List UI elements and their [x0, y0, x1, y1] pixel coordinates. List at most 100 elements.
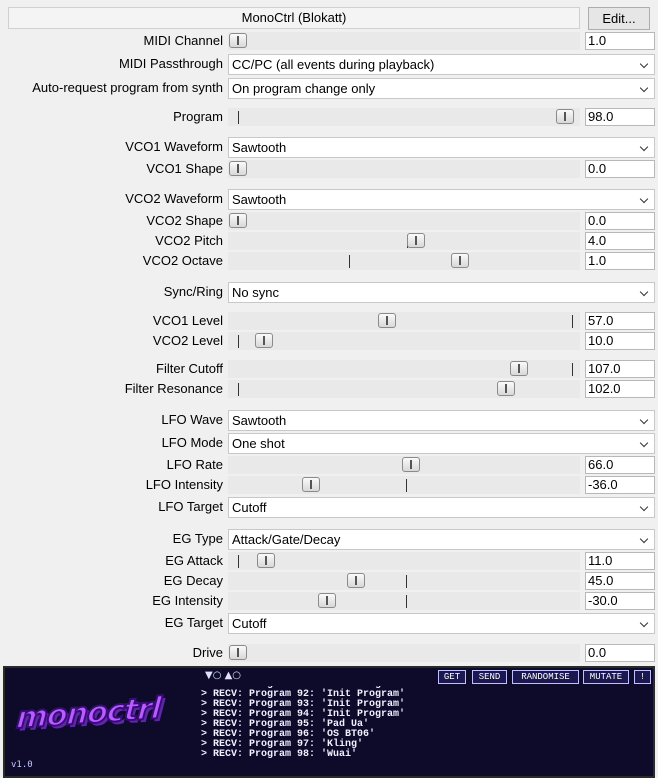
- value-field[interactable]: 45.0: [585, 572, 655, 590]
- gui-button[interactable]: RANDOMISE: [512, 670, 579, 684]
- log-line: > RECV: Program 93: 'Init Program': [201, 699, 406, 710]
- param-label: EG Attack: [165, 553, 223, 568]
- slider[interactable]: [228, 160, 580, 178]
- param-label: VCO2 Waveform: [125, 191, 223, 206]
- slider[interactable]: [228, 644, 580, 662]
- value-field[interactable]: 107.0: [585, 360, 655, 378]
- value-field[interactable]: -36.0: [585, 476, 655, 494]
- gui-button[interactable]: SEND: [472, 670, 507, 684]
- slider[interactable]: [228, 476, 580, 494]
- dropdown[interactable]: Sawtooth: [228, 137, 655, 158]
- value-field[interactable]: 102.0: [585, 380, 655, 398]
- param-label: Auto-request program from synth: [32, 80, 223, 95]
- dropdown[interactable]: CC/PC (all events during playback): [228, 54, 655, 75]
- slider-thumb[interactable]: [318, 593, 336, 608]
- dropdown[interactable]: Cutoff: [228, 497, 655, 518]
- log: > RECV: Program 91: 'Init Program'> RECV…: [201, 686, 651, 768]
- value-field[interactable]: 10.0: [585, 332, 655, 350]
- dropdown[interactable]: One shot: [228, 433, 655, 454]
- param-label: LFO Mode: [161, 435, 223, 450]
- dropdown[interactable]: On program change only: [228, 78, 655, 99]
- default-marker: [406, 575, 407, 588]
- value-field[interactable]: 1.0: [585, 252, 655, 270]
- value-field[interactable]: 66.0: [585, 456, 655, 474]
- gui-button[interactable]: MUTATE: [583, 670, 629, 684]
- default-marker: [406, 479, 407, 492]
- default-marker: [238, 335, 239, 348]
- slider[interactable]: [228, 380, 580, 398]
- value-field[interactable]: 11.0: [585, 552, 655, 570]
- slider-thumb[interactable]: [229, 213, 247, 228]
- value-field[interactable]: 0.0: [585, 644, 655, 662]
- param-label: EG Decay: [163, 573, 223, 588]
- slider-thumb[interactable]: [229, 33, 247, 48]
- dropdown[interactable]: Sawtooth: [228, 189, 655, 210]
- version: v1.0: [11, 760, 33, 770]
- slider[interactable]: [228, 108, 580, 126]
- value-field[interactable]: -30.0: [585, 592, 655, 610]
- gui-button[interactable]: !: [634, 670, 651, 684]
- slider-thumb[interactable]: [402, 457, 420, 472]
- slider[interactable]: [228, 212, 580, 230]
- param-label: VCO2 Shape: [146, 213, 223, 228]
- value-field[interactable]: 98.0: [585, 108, 655, 126]
- param-label: Drive: [192, 645, 223, 660]
- gui-button[interactable]: GET: [438, 670, 466, 684]
- slider-thumb[interactable]: [556, 109, 574, 124]
- dropdown[interactable]: No sync: [228, 282, 655, 303]
- slider[interactable]: [228, 232, 580, 250]
- dropdown[interactable]: Sawtooth: [228, 410, 655, 431]
- slider-thumb[interactable]: [229, 161, 247, 176]
- slider-thumb[interactable]: [257, 553, 275, 568]
- default-marker: [406, 595, 407, 608]
- slider-thumb[interactable]: [255, 333, 273, 348]
- value-field[interactable]: 4.0: [585, 232, 655, 250]
- default-marker: [572, 363, 573, 376]
- param-label: VCO1 Shape: [146, 161, 223, 176]
- param-label: Filter Cutoff: [156, 361, 223, 376]
- dropdown[interactable]: Cutoff: [228, 613, 655, 634]
- default-marker: [238, 555, 239, 568]
- slider-thumb[interactable]: [229, 645, 247, 660]
- param-label: EG Type: [172, 531, 223, 546]
- param-label: EG Intensity: [152, 593, 223, 608]
- log-line: > RECV: Program 95: 'Pad Ua': [201, 719, 370, 730]
- default-marker: [572, 315, 573, 328]
- slider[interactable]: [228, 592, 580, 610]
- param-label: MIDI Passthrough: [118, 56, 223, 71]
- edit-button[interactable]: Edit...: [588, 7, 650, 30]
- slider[interactable]: [228, 572, 580, 590]
- param-label: LFO Wave: [161, 412, 223, 427]
- param-label: VCO1 Waveform: [125, 139, 223, 154]
- slider[interactable]: [228, 32, 580, 50]
- param-label: VCO2 Octave: [142, 253, 223, 268]
- dropdown[interactable]: Attack/Gate/Decay: [228, 529, 655, 550]
- param-label: Program: [173, 109, 223, 124]
- slider-thumb[interactable]: [497, 381, 515, 396]
- logo: monoctrl: [14, 690, 163, 737]
- value-field[interactable]: 1.0: [585, 32, 655, 50]
- log-line: > RECV: Program 98: 'Wuai': [201, 749, 358, 760]
- slider-thumb[interactable]: [347, 573, 365, 588]
- value-field[interactable]: 57.0: [585, 312, 655, 330]
- slider-thumb[interactable]: [302, 477, 320, 492]
- slider[interactable]: [228, 312, 580, 330]
- param-label: VCO2 Level: [152, 333, 223, 348]
- param-label: VCO2 Pitch: [155, 233, 223, 248]
- value-field[interactable]: 0.0: [585, 160, 655, 178]
- default-marker: [349, 255, 350, 268]
- slider[interactable]: [228, 360, 580, 378]
- slider-thumb[interactable]: [407, 233, 425, 248]
- value-field[interactable]: 0.0: [585, 212, 655, 230]
- slider[interactable]: [228, 252, 580, 270]
- slider-thumb[interactable]: [378, 313, 396, 328]
- slider-thumb[interactable]: [451, 253, 469, 268]
- slider[interactable]: [228, 332, 580, 350]
- slider[interactable]: [228, 456, 580, 474]
- param-label: VCO1 Level: [152, 313, 223, 328]
- default-marker: [238, 383, 239, 396]
- slider-thumb[interactable]: [510, 361, 528, 376]
- slider[interactable]: [228, 552, 580, 570]
- plugin-gui: monoctrl v1.0 ▼○ ▲○ GET SEND RANDOMISE MUTA…: [3, 666, 655, 778]
